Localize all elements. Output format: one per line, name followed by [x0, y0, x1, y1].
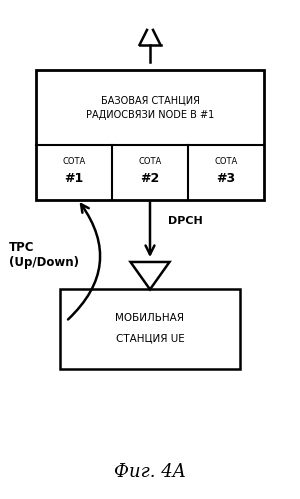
FancyArrowPatch shape — [68, 204, 100, 319]
Text: МОБИЛЬНАЯ: МОБИЛЬНАЯ — [116, 313, 184, 323]
Text: СТАНЦИЯ UE: СТАНЦИЯ UE — [116, 333, 184, 343]
Text: Фиг. 4A: Фиг. 4A — [114, 463, 186, 481]
Text: #3: #3 — [216, 172, 236, 185]
Text: DPCH: DPCH — [168, 216, 203, 226]
Text: БАЗОВАЯ СТАНЦИЯ
РАДИОСВЯЗИ NODE B #1: БАЗОВАЯ СТАНЦИЯ РАДИОСВЯЗИ NODE B #1 — [86, 95, 214, 119]
Text: TPC
(Up/Down): TPC (Up/Down) — [9, 242, 79, 269]
Text: #2: #2 — [140, 172, 160, 185]
Bar — [36, 70, 264, 200]
Bar — [60, 289, 240, 369]
Text: СОТА: СОТА — [62, 157, 86, 166]
Text: СОТА: СОТА — [214, 157, 238, 166]
Text: #1: #1 — [64, 172, 84, 185]
Text: СОТА: СОТА — [138, 157, 162, 166]
